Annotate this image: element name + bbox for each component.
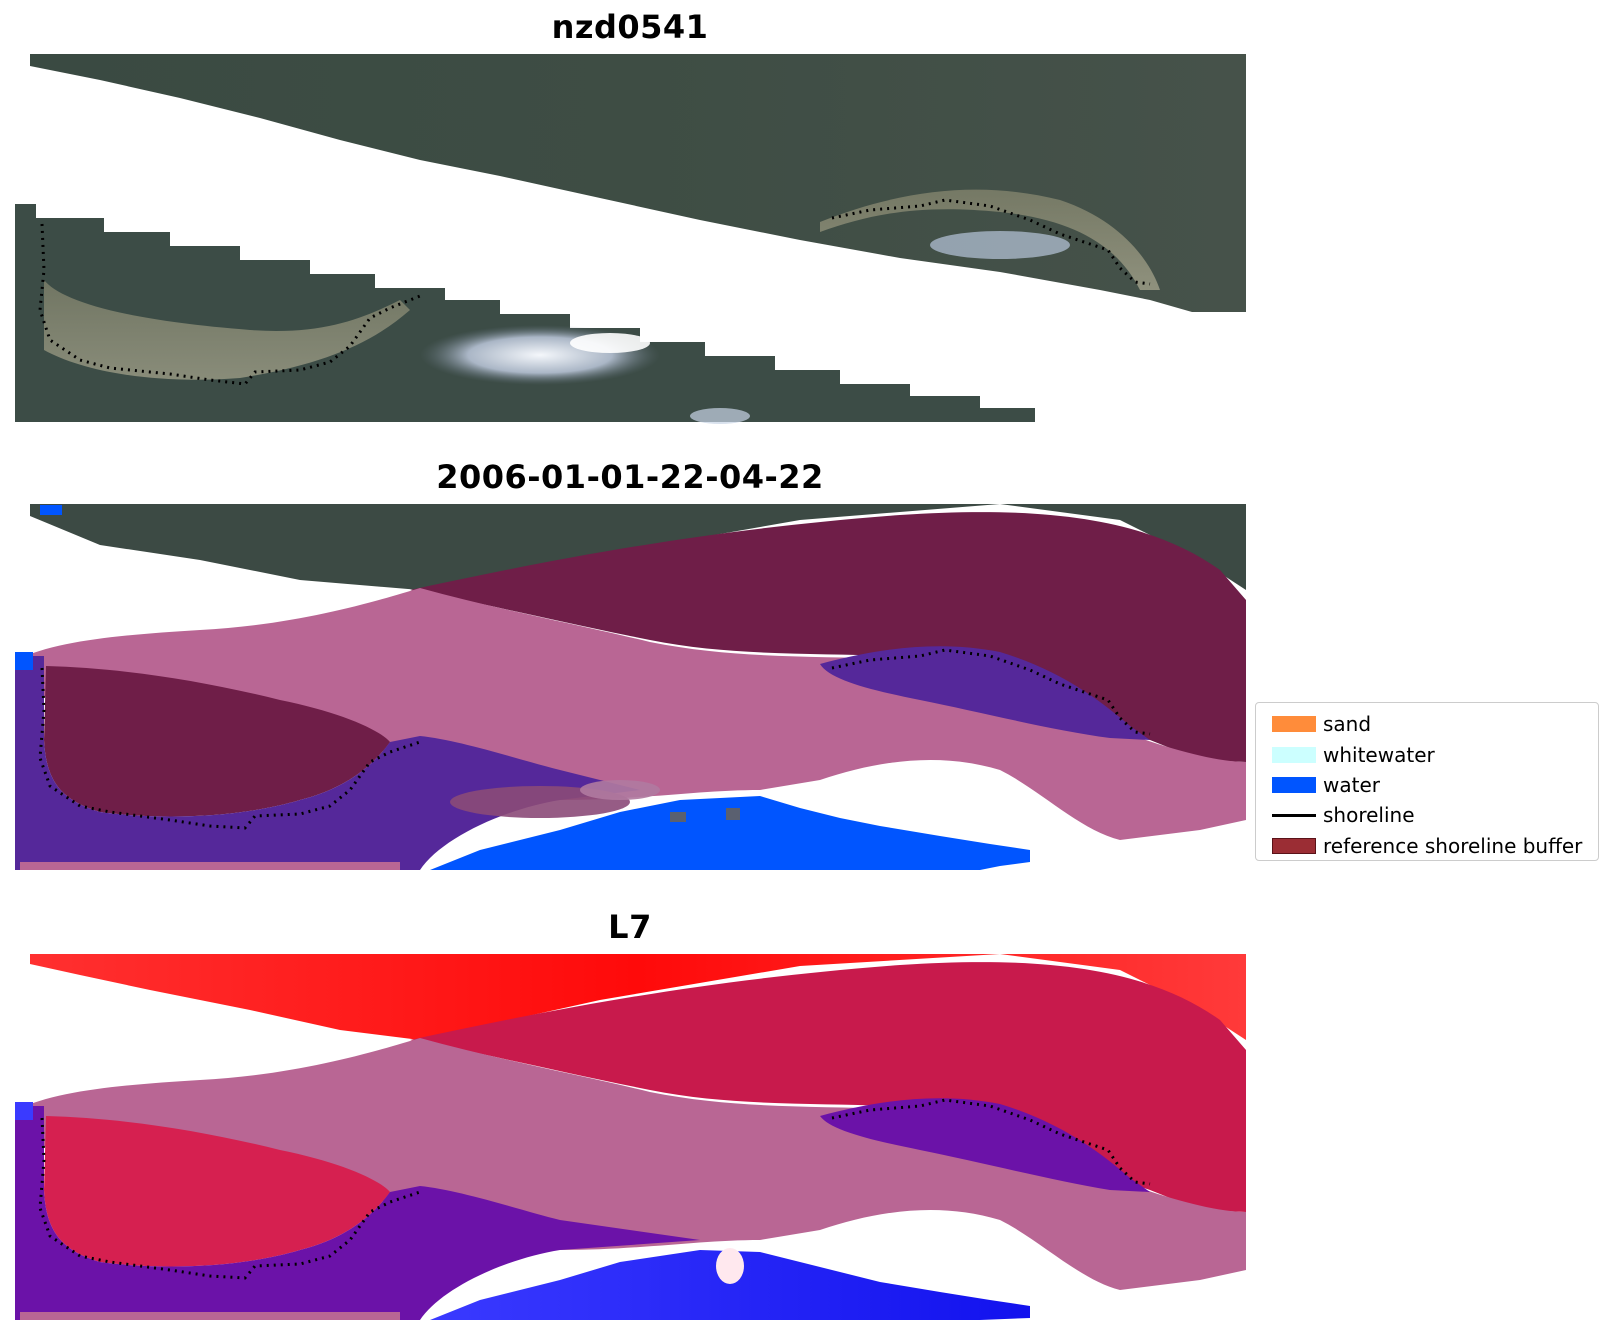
index-water-region bbox=[430, 1250, 1030, 1320]
lower-beach-arc bbox=[44, 280, 410, 380]
index-buffer-band bbox=[15, 1038, 1246, 1290]
buffer-pink-band bbox=[15, 588, 1246, 840]
classified-panel bbox=[15, 504, 1246, 870]
purple-lower-region bbox=[15, 656, 640, 870]
legend-swatch-shoreline bbox=[1272, 813, 1316, 817]
index-red-strip bbox=[30, 954, 1246, 1040]
index-crimson-band bbox=[410, 962, 1246, 1212]
legend: sand whitewater water shoreline referenc… bbox=[1255, 702, 1599, 861]
legend-label-sand: sand bbox=[1323, 712, 1372, 737]
legend-swatch-sand bbox=[1272, 716, 1316, 733]
upper-cloud bbox=[930, 231, 1070, 259]
panel-title-1: nzd0541 bbox=[551, 8, 709, 46]
shoreline-classified-lower bbox=[38, 667, 421, 830]
satellite-rgb-panel bbox=[15, 54, 1246, 424]
panel-title-2: 2006-01-01-22-04-22 bbox=[436, 458, 824, 496]
index-crimson-lagoon bbox=[44, 1116, 390, 1267]
panel-title-3: L7 bbox=[608, 908, 652, 946]
legend-item-shoreline: shoreline bbox=[1256, 800, 1598, 830]
legend-swatch-whitewater bbox=[1272, 746, 1316, 763]
legend-label-water: water bbox=[1323, 772, 1380, 797]
legend-item-whitewater: whitewater bbox=[1256, 739, 1598, 769]
index-panel bbox=[15, 954, 1246, 1320]
legend-item-sand: sand bbox=[1256, 709, 1598, 739]
legend-item-water: water bbox=[1256, 770, 1598, 800]
shoreline-lower bbox=[38, 223, 421, 386]
legend-swatch-water bbox=[1272, 776, 1316, 793]
index-violet-pocket bbox=[820, 1098, 1150, 1192]
legend-swatch-reference-buffer bbox=[1272, 837, 1316, 854]
upper-beach-arc bbox=[820, 189, 1160, 290]
lower-maroon-lagoon bbox=[44, 666, 390, 817]
purple-upper-pocket bbox=[820, 646, 1150, 740]
legend-label-reference-buffer: reference shoreline buffer bbox=[1323, 833, 1583, 858]
dark-maroon-band bbox=[410, 512, 1246, 762]
index-violet-region bbox=[15, 1106, 700, 1320]
legend-item-reference-buffer: reference shoreline buffer bbox=[1256, 831, 1598, 861]
legend-label-shoreline: shoreline bbox=[1323, 803, 1415, 828]
shoreline-index-lower bbox=[38, 1117, 421, 1280]
water-region bbox=[430, 796, 1030, 870]
legend-label-whitewater: whitewater bbox=[1323, 742, 1435, 767]
